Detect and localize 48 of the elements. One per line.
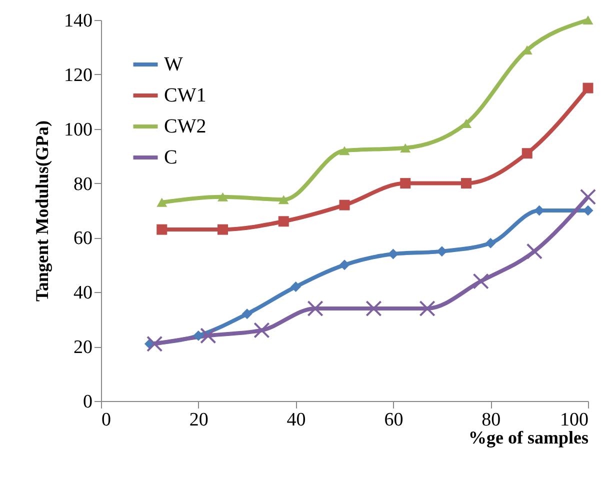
point [485,238,496,248]
x-tick-label: 40 [286,410,306,430]
legend-label: CW1 [164,84,206,106]
legend-label: W [164,54,183,76]
point [400,143,411,152]
x-tick-label: 20 [189,410,208,430]
point [526,243,542,260]
point [278,195,289,204]
point [582,15,594,25]
point [461,178,472,189]
point [242,308,252,320]
point [339,200,350,210]
y-tick-label: 60 [74,228,92,250]
point [146,336,163,352]
point [580,188,596,205]
y-tick-label: 0 [83,392,92,412]
point [419,300,436,317]
legend-label: CW2 [164,116,206,138]
point [472,273,489,290]
x-tick-label: 60 [384,410,404,430]
x-tick-label: 0 [102,410,111,430]
x-tick-label: 100 [560,410,588,430]
point [156,224,168,235]
point [193,330,204,341]
y-tick-label: 140 [64,10,92,32]
point [278,216,289,227]
point [200,328,216,344]
y-tick-label: 120 [64,64,92,86]
y-tick-label: 80 [74,174,92,195]
x-axis-title: %ge of samples [468,428,588,448]
point [218,192,228,202]
y-tick-label: 40 [74,282,92,304]
legend-label: C [164,146,178,168]
y-axis-title: Tangent Modulus(GPa) [32,120,52,302]
point [218,224,228,235]
point [366,300,382,317]
point [339,146,350,156]
point [290,281,302,292]
point [339,260,350,270]
x-tick-label: 80 [482,410,501,430]
point [400,178,411,189]
point [582,82,594,94]
point [307,300,324,317]
point [254,322,270,338]
point [522,148,532,159]
y-tick-label: 100 [64,119,92,140]
y-tick-label: 20 [74,337,92,358]
point [156,198,168,207]
